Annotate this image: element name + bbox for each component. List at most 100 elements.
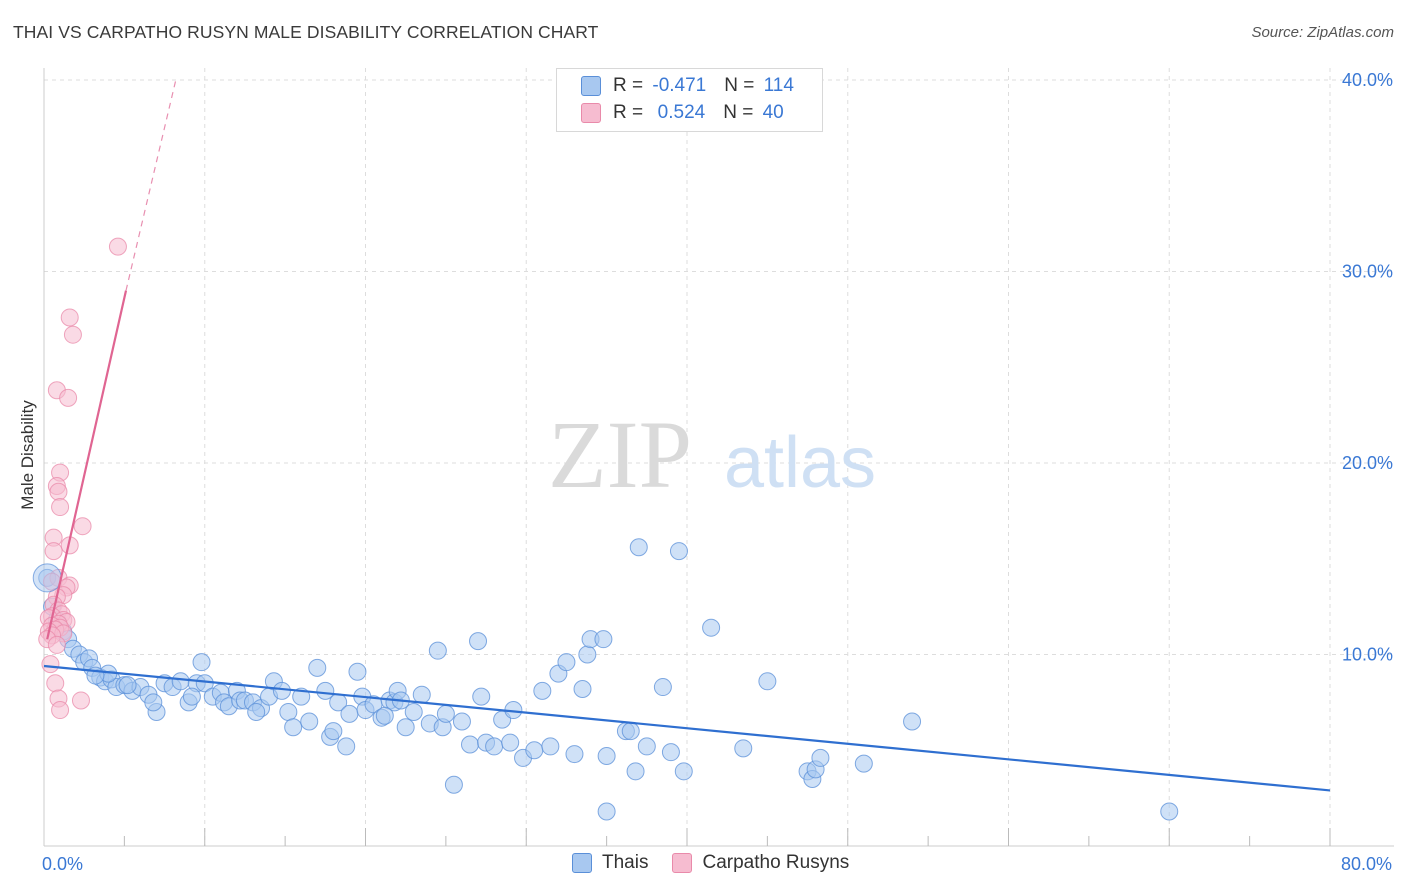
tick-labels: 10.0% 20.0% 30.0% 40.0% 0.0% 80.0% <box>42 70 1393 874</box>
thais-trend-line <box>43 664 1331 792</box>
thais-point <box>428 641 447 660</box>
thais-point <box>525 741 544 760</box>
thais-point <box>460 735 479 754</box>
thais-point <box>279 702 298 721</box>
legend-row-thais: R = -0.471 N = 114 <box>581 73 794 99</box>
thais-point <box>284 718 303 737</box>
thais-point <box>594 630 613 649</box>
legend-r-value: 0.524 <box>652 102 706 123</box>
watermark-zip: ZIP <box>548 401 692 508</box>
chart-source: Source: ZipAtlas.com <box>1251 24 1394 41</box>
legend-r-label: R = <box>613 75 649 96</box>
legend-n-value: 40 <box>762 102 784 123</box>
x-tick-label: 0.0% <box>42 854 83 874</box>
thais-point <box>247 702 266 721</box>
thais-point <box>348 662 367 681</box>
thais-point <box>501 733 520 752</box>
legend-n-label: N = <box>724 75 760 96</box>
thais-point <box>541 737 560 756</box>
axes <box>43 68 1394 847</box>
grid-lines <box>44 68 1394 846</box>
x-tick-label: 80.0% <box>1341 854 1392 874</box>
series-swatch-thais <box>572 853 592 873</box>
thais-point <box>637 737 656 756</box>
thais-point <box>533 681 552 700</box>
carpatho-rusyns-trend-line <box>46 290 128 640</box>
thais-point <box>661 743 680 762</box>
thais-point <box>629 538 648 557</box>
thais-point <box>182 687 201 706</box>
thais-point <box>452 712 471 731</box>
thais-point <box>444 775 463 794</box>
thais-point <box>597 746 616 765</box>
y-tick-label: 20.0% <box>1342 453 1393 473</box>
carpatho-rusyns-point <box>49 482 68 501</box>
series-legend-item-thais: Thais <box>572 852 648 874</box>
chart-title: THAI VS CARPATHO RUSYN MALE DISABILITY C… <box>13 22 599 42</box>
carpatho-rusyns-point <box>63 325 82 344</box>
series-legend: Thais Carpatho Rusyns <box>572 852 873 874</box>
legend-n-label: N = <box>723 102 759 123</box>
thais-point <box>308 658 327 677</box>
thais-point <box>854 754 873 773</box>
legend-swatch-carpatho-rusyns <box>581 103 601 123</box>
thais-point <box>758 672 777 691</box>
thais-point <box>674 762 693 781</box>
carpatho-rusyns-point <box>47 635 66 654</box>
thais-point <box>324 722 343 741</box>
thais-point <box>573 679 592 698</box>
trend-lines <box>43 79 1331 792</box>
thais-point <box>557 653 576 672</box>
series-thais <box>38 538 1179 821</box>
carpatho-rusyns-trend-extension <box>125 79 177 291</box>
thais-point <box>32 563 62 593</box>
thais-point <box>578 645 597 664</box>
thais-point <box>472 687 491 706</box>
data-points <box>32 237 1179 821</box>
carpatho-rusyns-point <box>60 308 79 327</box>
thais-point <box>375 706 394 725</box>
thais-point <box>811 748 830 767</box>
watermark: ZIP atlas <box>548 401 876 508</box>
thais-point <box>340 704 359 723</box>
carpatho-rusyns-point <box>73 517 92 536</box>
thais-point <box>404 702 423 721</box>
carpatho-rusyns-point <box>108 237 127 256</box>
series-label-carpatho-rusyns: Carpatho Rusyns <box>702 852 850 873</box>
thais-point <box>337 737 356 756</box>
thais-point <box>272 681 291 700</box>
thais-point <box>1160 802 1179 821</box>
carpatho-rusyns-point <box>44 542 63 561</box>
thais-point <box>903 712 922 731</box>
y-tick-label: 10.0% <box>1342 645 1393 665</box>
legend-r-label: R = <box>613 102 649 123</box>
series-label-thais: Thais <box>602 852 649 873</box>
carpatho-rusyns-point <box>51 498 70 517</box>
legend-swatch-thais <box>581 76 601 96</box>
thais-point <box>597 802 616 821</box>
legend-r-value: -0.471 <box>652 75 707 96</box>
thais-point <box>316 681 335 700</box>
legend-n-value: 114 <box>763 75 794 96</box>
series-legend-item-carpatho-rusyns: Carpatho Rusyns <box>672 852 849 874</box>
y-axis-label: Male Disability <box>18 400 37 510</box>
thais-point <box>171 672 190 691</box>
thais-point <box>469 632 488 651</box>
y-tick-label: 30.0% <box>1342 262 1393 282</box>
legend-row-carpatho-rusyns: R = 0.524 N = 40 <box>581 100 784 126</box>
carpatho-rusyns-point <box>59 388 78 407</box>
stats-legend: R = -0.471 N = 114 R = 0.524 N = 40 <box>556 68 823 132</box>
thais-point <box>144 693 163 712</box>
thais-point <box>653 678 672 697</box>
thais-point <box>621 722 640 741</box>
thais-point <box>192 653 211 672</box>
thais-point <box>702 618 721 637</box>
carpatho-rusyns-point <box>51 701 70 720</box>
y-tick-label: 40.0% <box>1342 70 1393 90</box>
watermark-atlas: atlas <box>724 423 876 503</box>
thais-point <box>669 542 688 561</box>
thais-point <box>412 685 431 704</box>
thais-point <box>436 704 455 723</box>
thais-point <box>565 745 584 764</box>
